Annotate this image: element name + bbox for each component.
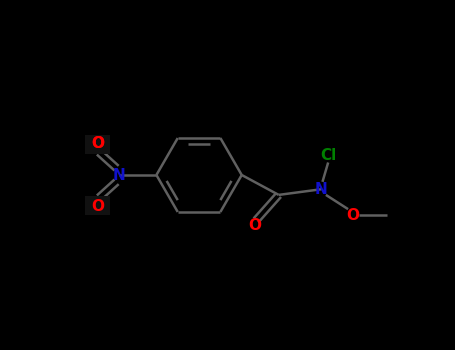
Text: O: O	[91, 199, 104, 214]
FancyBboxPatch shape	[86, 196, 111, 215]
Text: O: O	[346, 209, 359, 223]
Text: O: O	[91, 136, 104, 151]
Text: O: O	[91, 136, 104, 151]
Text: Cl: Cl	[320, 148, 336, 163]
FancyBboxPatch shape	[86, 135, 111, 154]
Text: N: N	[113, 168, 126, 182]
Text: N: N	[315, 182, 328, 197]
Text: O: O	[248, 218, 261, 232]
